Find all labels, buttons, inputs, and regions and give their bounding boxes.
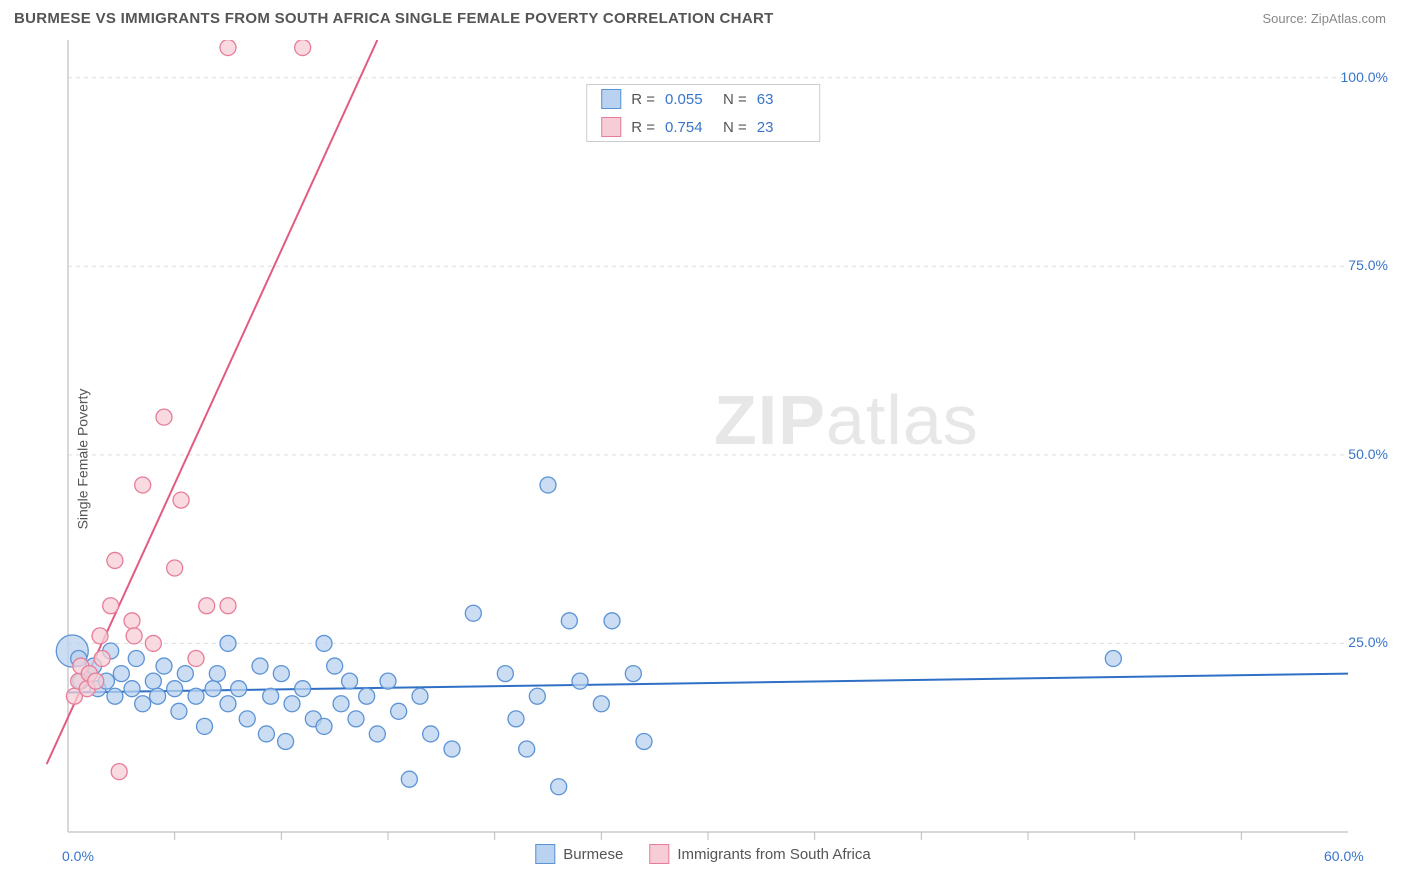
legend-swatch	[649, 844, 669, 864]
n-label: N =	[723, 119, 747, 136]
n-value: 23	[757, 119, 805, 136]
r-label: R =	[631, 119, 655, 136]
chart-title: BURMESE VS IMMIGRANTS FROM SOUTH AFRICA …	[14, 10, 774, 27]
stats-legend-row: R = 0.055 N = 63	[587, 85, 819, 113]
series-label: Burmese	[563, 846, 623, 863]
series-legend-item: Burmese	[535, 844, 623, 864]
legend-swatch	[601, 89, 621, 109]
scatter-plot	[14, 40, 1392, 878]
n-label: N =	[723, 91, 747, 108]
chart-container: Single Female Poverty ZIPatlas R =0.055N…	[14, 40, 1392, 878]
y-tick-label: 75.0%	[1348, 257, 1388, 273]
y-tick-label: 25.0%	[1348, 634, 1388, 650]
n-value: 63	[757, 91, 805, 108]
x-tick-label: 0.0%	[62, 848, 94, 864]
r-value: 0.055	[665, 91, 713, 108]
legend-swatch	[535, 844, 555, 864]
source-text: Source: ZipAtlas.com	[1262, 11, 1386, 26]
r-value: 0.754	[665, 119, 713, 136]
legend-swatch	[601, 117, 621, 137]
stats-legend: R = 0.055 N = 63 R = 0.754 N = 23	[586, 84, 820, 142]
r-label: R =	[631, 91, 655, 108]
series-label: Immigrants from South Africa	[677, 846, 870, 863]
series-legend-item: Immigrants from South Africa	[649, 844, 870, 864]
series-legend: Burmese Immigrants from South Africa	[535, 844, 870, 864]
x-tick-label: 60.0%	[1324, 848, 1364, 864]
y-tick-label: 50.0%	[1348, 446, 1388, 462]
y-tick-label: 100.0%	[1341, 69, 1388, 85]
y-axis-label: Single Female Poverty	[74, 389, 90, 530]
stats-legend-row: R = 0.754 N = 23	[587, 113, 819, 141]
